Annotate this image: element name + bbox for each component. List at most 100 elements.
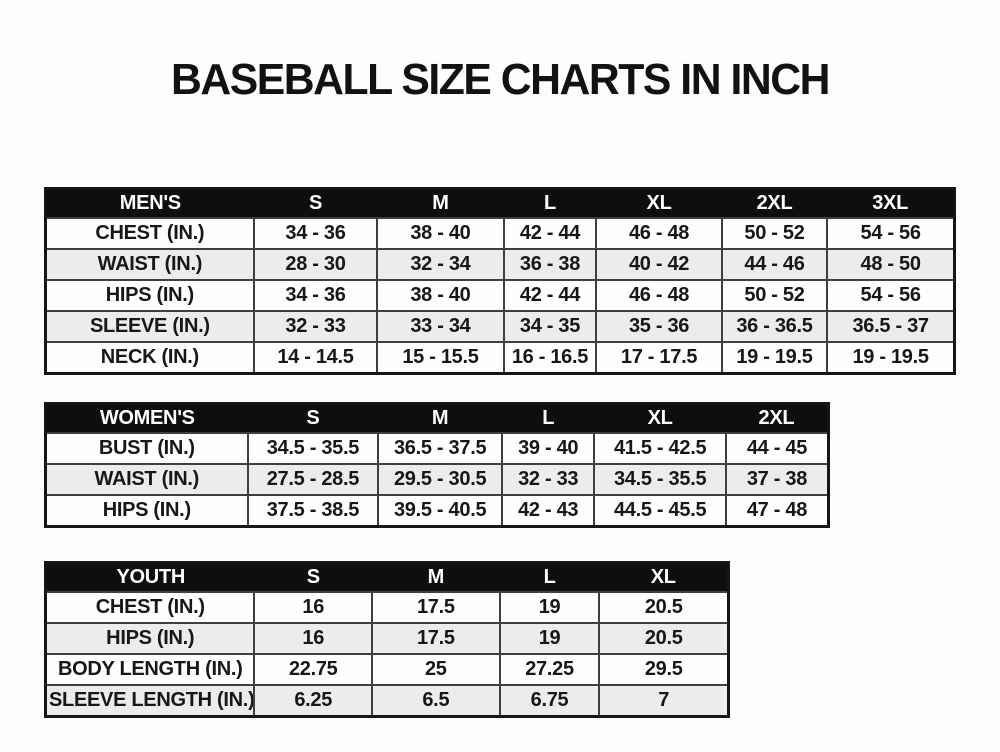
youth-value-cell: 27.25	[498, 653, 601, 687]
youth-value-cell: 6.5	[370, 684, 501, 718]
mens-value-cell: 50 - 52	[720, 279, 829, 313]
womens-table-row: BUST (IN.) 34.5 - 35.5 36.5 - 37.5 39 - 40 4…	[44, 432, 830, 466]
mens-value-cell: 19 - 19.5	[720, 341, 829, 375]
womens-value-cell: 27.5 - 28.5	[246, 463, 380, 497]
youth-row-label: HIPS (IN.)	[44, 622, 256, 656]
mens-table-row: NECK (IN.) 14 - 14.5 15 - 15.5 16 - 16.5 17 …	[44, 341, 956, 375]
mens-value-cell: 34 - 35	[502, 310, 598, 344]
womens-header-row: WOMEN'S S M L XL 2XL	[45, 403, 829, 434]
youth-value-cell: 19	[498, 622, 601, 656]
youth-row-label: SLEEVE LENGTH (IN.)	[44, 684, 256, 718]
mens-header-l: L	[503, 188, 597, 219]
youth-value-cell: 20.5	[598, 591, 730, 625]
mens-value-cell: 17 - 17.5	[595, 341, 723, 375]
mens-value-cell: 35 - 36	[595, 310, 723, 344]
youth-header-xl: XL	[599, 562, 729, 593]
womens-value-cell: 44 - 45	[724, 432, 830, 466]
womens-row-label: BUST (IN.)	[44, 432, 249, 466]
youth-value-cell: 6.75	[498, 684, 601, 718]
mens-value-cell: 54 - 56	[826, 217, 956, 251]
womens-header-xl: XL	[594, 403, 726, 434]
mens-value-cell: 36 - 38	[502, 248, 598, 282]
mens-value-cell: 14 - 14.5	[252, 341, 379, 375]
mens-value-cell: 36 - 36.5	[720, 310, 829, 344]
mens-value-cell: 33 - 34	[376, 310, 505, 344]
mens-table-row: HIPS (IN.) 34 - 36 38 - 40 42 - 44 46 - 48 50…	[44, 279, 956, 313]
mens-row-label: CHEST (IN.)	[44, 217, 255, 251]
mens-value-cell: 42 - 44	[502, 279, 598, 313]
mens-table-row: WAIST (IN.) 28 - 30 32 - 34 36 - 38 40 - 42 4…	[44, 248, 956, 282]
youth-value-cell: 19	[498, 591, 601, 625]
youth-value-cell: 25	[370, 653, 501, 687]
mens-value-cell: 16 - 16.5	[502, 341, 598, 375]
youth-value-cell: 6.25	[253, 684, 373, 718]
womens-size-chart-table: WOMEN'S S M L XL 2XL BUST (IN.) 34.5 - 35.5 36.5…	[44, 402, 830, 529]
mens-header-s: S	[253, 188, 378, 219]
mens-value-cell: 38 - 40	[376, 217, 505, 251]
youth-size-chart-table: YOUTH S M L XL CHEST (IN.) 16 17.5 19 20.5 HIPS (I…	[44, 561, 730, 719]
mens-header-label: MEN'S	[45, 188, 254, 219]
mens-value-cell: 46 - 48	[595, 217, 723, 251]
womens-value-cell: 39 - 40	[500, 432, 596, 466]
womens-value-cell: 39.5 - 40.5	[377, 494, 503, 528]
youth-value-cell: 17.5	[370, 622, 501, 656]
mens-value-cell: 34 - 36	[252, 279, 379, 313]
mens-value-cell: 48 - 50	[826, 248, 956, 282]
youth-header-label: YOUTH	[45, 562, 255, 593]
mens-header-2xl: 2XL	[721, 188, 828, 219]
mens-value-cell: 19 - 19.5	[826, 341, 956, 375]
youth-table-row: CHEST (IN.) 16 17.5 19 20.5	[44, 591, 730, 625]
youth-header-row: YOUTH S M L XL	[45, 562, 729, 593]
womens-value-cell: 37 - 38	[724, 463, 830, 497]
mens-value-cell: 34 - 36	[252, 217, 379, 251]
womens-value-cell: 34.5 - 35.5	[593, 463, 727, 497]
mens-header-m: M	[377, 188, 504, 219]
youth-row-label: CHEST (IN.)	[44, 591, 256, 625]
page-title: BASEBALL SIZE CHARTS IN INCH	[171, 55, 830, 104]
mens-row-label: HIPS (IN.)	[44, 279, 255, 313]
womens-value-cell: 36.5 - 37.5	[377, 432, 503, 466]
mens-row-label: WAIST (IN.)	[44, 248, 255, 282]
womens-row-label: WAIST (IN.)	[44, 463, 249, 497]
mens-value-cell: 54 - 56	[826, 279, 956, 313]
youth-value-cell: 29.5	[598, 653, 730, 687]
mens-value-cell: 32 - 33	[252, 310, 379, 344]
womens-header-l: L	[501, 403, 595, 434]
womens-table-row: HIPS (IN.) 37.5 - 38.5 39.5 - 40.5 42 - 43 4…	[44, 494, 830, 528]
youth-header-l: L	[499, 562, 600, 593]
mens-table-row: CHEST (IN.) 34 - 36 38 - 40 42 - 44 46 - 48 5…	[44, 217, 956, 251]
youth-value-cell: 16	[253, 622, 373, 656]
mens-value-cell: 15 - 15.5	[376, 341, 505, 375]
mens-row-label: NECK (IN.)	[44, 341, 255, 375]
mens-value-cell: 28 - 30	[252, 248, 379, 282]
womens-value-cell: 47 - 48	[724, 494, 830, 528]
womens-value-cell: 37.5 - 38.5	[246, 494, 380, 528]
youth-value-cell: 22.75	[253, 653, 373, 687]
youth-value-cell: 20.5	[598, 622, 730, 656]
mens-value-cell: 42 - 44	[502, 217, 598, 251]
youth-header-m: M	[371, 562, 500, 593]
youth-header-s: S	[254, 562, 372, 593]
womens-row-label: HIPS (IN.)	[44, 494, 249, 528]
mens-value-cell: 32 - 34	[376, 248, 505, 282]
womens-table-row: WAIST (IN.) 27.5 - 28.5 29.5 - 30.5 32 - 33…	[44, 463, 830, 497]
mens-value-cell: 40 - 42	[595, 248, 723, 282]
womens-value-cell: 32 - 33	[500, 463, 596, 497]
youth-table-row: SLEEVE LENGTH (IN.) 6.25 6.5 6.75 7	[44, 684, 730, 718]
mens-table-row: SLEEVE (IN.) 32 - 33 33 - 34 34 - 35 35 - 36…	[44, 310, 956, 344]
mens-header-xl: XL	[596, 188, 722, 219]
mens-value-cell: 50 - 52	[720, 217, 829, 251]
youth-row-label: BODY LENGTH (IN.)	[44, 653, 256, 687]
womens-header-label: WOMEN'S	[45, 403, 248, 434]
mens-value-cell: 44 - 46	[720, 248, 829, 282]
mens-header-3xl: 3XL	[827, 188, 955, 219]
womens-value-cell: 44.5 - 45.5	[593, 494, 727, 528]
youth-table-row: BODY LENGTH (IN.) 22.75 25 27.25 29.5	[44, 653, 730, 687]
womens-header-s: S	[247, 403, 379, 434]
mens-value-cell: 46 - 48	[595, 279, 723, 313]
womens-header-2xl: 2XL	[725, 403, 829, 434]
womens-value-cell: 29.5 - 30.5	[377, 463, 503, 497]
mens-row-label: SLEEVE (IN.)	[44, 310, 255, 344]
size-chart-page: BASEBALL SIZE CHARTS IN INCH MEN'S S M L XL 2…	[0, 55, 1000, 719]
youth-value-cell: 16	[253, 591, 373, 625]
